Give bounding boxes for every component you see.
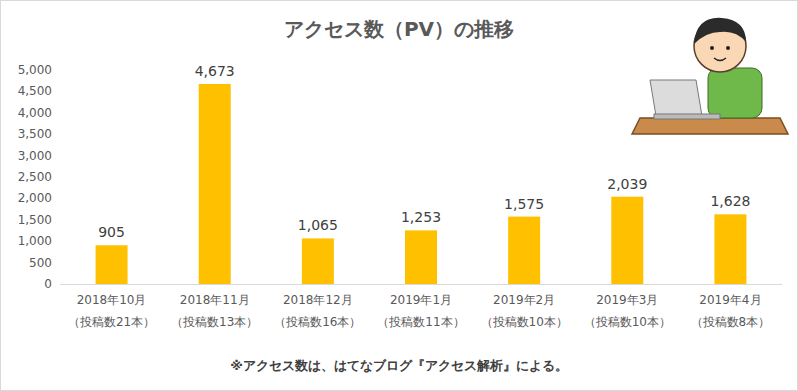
hair [694, 18, 746, 44]
y-tick-label: 2,000 [18, 191, 52, 205]
x-axis [60, 284, 782, 285]
y-tick-label: 0 [44, 277, 52, 291]
y-tick-label: 3,500 [18, 127, 52, 141]
y-tick [56, 112, 60, 113]
bar [96, 245, 128, 284]
y-tick [56, 284, 60, 285]
x-tick-label-line: （投稿数21本） [68, 315, 155, 329]
annotation: ※アクセス数は、はてなブログ『アクセス解析』による。 [230, 358, 568, 373]
x-tick-label: 2019年3月 （投稿数10本） [584, 293, 671, 329]
x-tick-label: 2018年10月 （投稿数21本） [68, 293, 155, 329]
y-tick-label: 500 [29, 256, 52, 270]
data-label: 1,575 [504, 196, 544, 212]
eye [726, 46, 730, 50]
laptop-screen [650, 80, 702, 116]
y-tick [56, 177, 60, 178]
laptop-base [654, 114, 720, 119]
x-tick-label-line: （投稿数10本） [584, 315, 671, 329]
y-tick [56, 134, 60, 135]
y-tick-label: 2,500 [18, 170, 52, 184]
data-label: 1,628 [710, 193, 750, 209]
y-tick-label: 5,000 [18, 63, 52, 77]
y-tick [56, 198, 60, 199]
x-tick-label: 2018年12月 （投稿数16本） [274, 293, 361, 329]
bar [302, 238, 334, 284]
y-tick [56, 219, 60, 220]
x-tick-label-line: （投稿数13本） [171, 315, 258, 329]
x-tick-label-line: 2019年1月 [390, 293, 452, 307]
bar [199, 84, 231, 284]
x-tick-label: 2019年1月 （投稿数11本） [377, 293, 464, 329]
x-tick-label-line: 2018年10月 [77, 293, 147, 307]
bar [508, 217, 540, 284]
desk [632, 118, 788, 134]
bar [714, 214, 746, 284]
eye [710, 46, 714, 50]
data-label: 1,065 [298, 217, 338, 233]
data-label: 4,673 [195, 63, 235, 79]
y-tick-label: 1,000 [18, 234, 52, 248]
x-tick-label-line: （投稿数16本） [274, 315, 361, 329]
data-label: 1,253 [401, 209, 441, 225]
y-tick [56, 155, 60, 156]
y-tick-label: 3,000 [18, 149, 52, 163]
y-tick-label: 4,500 [18, 84, 52, 98]
x-tick-label-line: （投稿数8本） [691, 315, 771, 329]
x-tick-label: 2019年2月 （投稿数10本） [481, 293, 568, 329]
y-tick-label: 1,500 [18, 213, 52, 227]
x-tick-label: 2019年4月 （投稿数8本） [691, 293, 771, 329]
x-tick-label-line: （投稿数11本） [377, 315, 464, 329]
y-tick [56, 241, 60, 242]
data-label: 2,039 [607, 176, 647, 192]
title: アクセス数（PV）の推移 [284, 17, 514, 41]
y-tick-label: 4,000 [18, 106, 52, 120]
x-tick-label-line: （投稿数10本） [481, 315, 568, 329]
x-tick-label-line: 2019年4月 [699, 293, 761, 307]
y-tick [56, 70, 60, 71]
x-tick-label-line: 2018年11月 [180, 293, 250, 307]
chart: アクセス数（PV）の推移 0 500 1,000 1,500 2,000 2,500 3,00… [0, 0, 798, 391]
bars [96, 84, 747, 284]
y-tick [56, 262, 60, 263]
background [1, 1, 798, 391]
x-tick-label-line: 2018年12月 [283, 293, 353, 307]
x-tick-label-line: 2019年3月 [596, 293, 658, 307]
illustration [632, 18, 788, 134]
x-tick-label: 2018年11月 （投稿数13本） [171, 293, 258, 329]
y-tick [56, 91, 60, 92]
body [708, 68, 762, 118]
x-tick-label-line: 2019年2月 [493, 293, 555, 307]
mouth [714, 58, 726, 61]
data-label: 905 [98, 224, 125, 240]
bar [405, 230, 437, 284]
bar [611, 197, 643, 284]
